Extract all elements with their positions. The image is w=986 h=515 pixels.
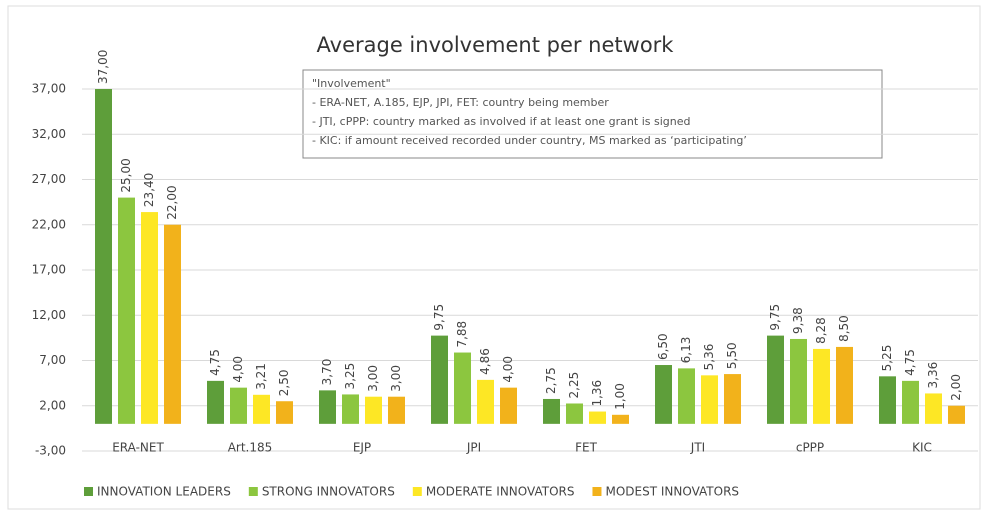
bar — [813, 348, 830, 424]
y-tick-label: -3,00 — [35, 444, 66, 458]
x-tick-label: JPI — [466, 441, 481, 455]
bar — [790, 338, 807, 424]
bar — [902, 380, 919, 424]
y-tick-label: 2,00 — [39, 398, 66, 412]
x-tick-label: FET — [575, 441, 597, 455]
y-tick-label: 7,00 — [39, 353, 66, 367]
bar — [767, 335, 784, 424]
bar — [589, 411, 606, 424]
x-tick-label: cPPP — [796, 441, 824, 455]
x-tick-label: JTI — [690, 441, 705, 455]
data-label: 3,21 — [254, 363, 268, 390]
data-label: 4,75 — [903, 349, 917, 376]
bar — [276, 401, 293, 424]
bar — [319, 390, 336, 424]
data-label: 5,25 — [880, 345, 894, 372]
data-label: 4,00 — [501, 356, 515, 383]
bar — [477, 379, 494, 424]
data-label: 6,13 — [679, 337, 693, 364]
bar — [253, 394, 270, 424]
data-label: 8,28 — [814, 317, 828, 344]
x-tick-label: Art.185 — [228, 441, 273, 455]
bar — [566, 403, 583, 424]
data-label: 5,36 — [702, 344, 716, 371]
data-label: 1,00 — [613, 383, 627, 410]
data-label: 9,38 — [791, 307, 805, 334]
bar — [701, 375, 718, 424]
bar — [612, 414, 629, 424]
data-label: 9,75 — [432, 304, 446, 331]
annotation-text: - KIC: if amount received recorded under… — [312, 134, 747, 147]
legend-label: STRONG INNOVATORS — [262, 485, 395, 499]
bar — [431, 335, 448, 424]
bar — [655, 365, 672, 424]
data-label: 7,88 — [455, 321, 469, 348]
bar — [365, 396, 382, 424]
y-tick-label: 17,00 — [32, 263, 66, 277]
legend-label: MODERATE INNOVATORS — [426, 485, 575, 499]
data-label: 2,25 — [567, 372, 581, 399]
legend-swatch — [84, 487, 93, 496]
data-label: 23,40 — [142, 173, 156, 207]
y-tick-label: 22,00 — [32, 217, 66, 231]
bar — [678, 368, 695, 424]
y-tick-label: 27,00 — [32, 172, 66, 186]
bar — [230, 387, 247, 424]
data-label: 37,00 — [96, 50, 110, 84]
y-tick-label: 32,00 — [32, 127, 66, 141]
data-label: 4,75 — [208, 349, 222, 376]
bar — [948, 405, 965, 424]
data-label: 1,36 — [590, 380, 604, 407]
y-tick-label: 12,00 — [32, 308, 66, 322]
data-label: 25,00 — [119, 158, 133, 192]
data-label: 5,50 — [725, 342, 739, 369]
bar — [95, 89, 112, 424]
chart-title: Average involvement per network — [317, 33, 675, 57]
legend-swatch — [592, 487, 602, 496]
data-label: 3,00 — [389, 365, 403, 392]
bar — [500, 387, 517, 424]
x-tick-label: EJP — [353, 441, 371, 455]
legend-swatch — [412, 487, 422, 496]
bar — [454, 352, 471, 424]
bar — [342, 394, 359, 424]
bar — [879, 376, 896, 424]
bar — [141, 212, 158, 424]
data-label: 2,50 — [277, 370, 291, 397]
annotation-text: - JTI, cPPP: country marked as involved … — [312, 115, 690, 128]
legend-label: MODEST INNOVATORS — [605, 485, 739, 499]
annotation-text: "Involvement" — [312, 77, 391, 90]
bar — [207, 380, 224, 424]
data-label: 6,50 — [656, 333, 670, 360]
data-label: 22,00 — [165, 185, 179, 219]
bar — [925, 393, 942, 424]
y-tick-label: 37,00 — [32, 82, 66, 96]
data-label: 8,50 — [837, 315, 851, 342]
data-label: 2,75 — [544, 367, 558, 394]
data-label: 3,00 — [366, 365, 380, 392]
data-label: 4,86 — [478, 348, 492, 375]
bar — [388, 396, 405, 424]
annotation-text: - ERA-NET, A.185, EJP, JPI, FET: country… — [312, 96, 609, 109]
bar — [836, 346, 853, 424]
bar — [543, 398, 560, 424]
legend-swatch — [248, 487, 258, 496]
data-label: 3,36 — [926, 362, 940, 389]
data-label: 9,75 — [768, 304, 782, 331]
bar — [118, 197, 135, 424]
data-label: 4,00 — [231, 356, 245, 383]
x-tick-label: ERA-NET — [112, 441, 164, 455]
annotation-box — [302, 69, 883, 159]
data-label: 3,25 — [343, 363, 357, 390]
bar — [724, 374, 741, 424]
data-label: 2,00 — [949, 374, 963, 401]
bar — [164, 224, 181, 424]
legend-label: INNOVATION LEADERS — [97, 485, 231, 499]
x-tick-label: KIC — [912, 441, 932, 455]
data-label: 3,70 — [320, 359, 334, 386]
